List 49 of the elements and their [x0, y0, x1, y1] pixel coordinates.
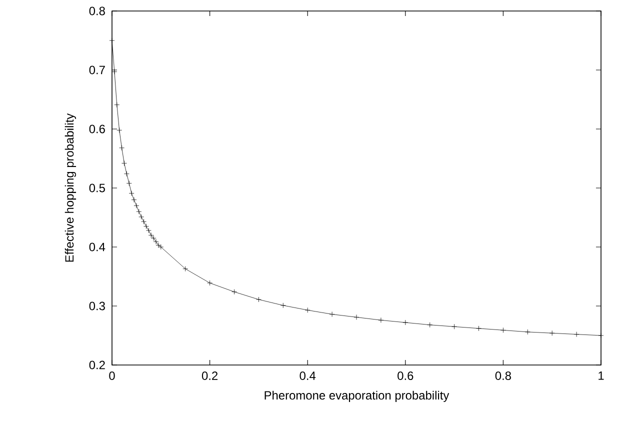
point — [524, 329, 530, 335]
point — [256, 296, 262, 302]
point — [114, 102, 120, 108]
point — [158, 244, 164, 250]
x-tick-label: 0.4 — [300, 372, 316, 380]
point — [122, 160, 127, 166]
point — [280, 302, 286, 308]
point — [207, 280, 212, 286]
point — [378, 317, 384, 323]
point — [124, 171, 130, 177]
point — [134, 203, 140, 208]
point — [131, 197, 137, 202]
y-axis-title: Effective hopping probability — [64, 113, 76, 262]
x-axis-title: Pheromone evaporation probability — [264, 390, 450, 402]
point — [126, 180, 132, 186]
point — [549, 330, 555, 336]
point — [136, 208, 142, 214]
x-tick-label: 0.2 — [202, 372, 218, 380]
point — [427, 322, 433, 328]
point — [232, 289, 237, 295]
point — [119, 145, 124, 151]
point — [182, 266, 188, 272]
point — [476, 326, 482, 332]
y-tick-label: 0.6 — [89, 124, 105, 134]
y-tick-label: 0.8 — [89, 6, 105, 16]
point — [150, 235, 156, 241]
point — [153, 238, 159, 244]
point — [574, 332, 580, 338]
point — [156, 242, 162, 248]
point — [116, 127, 122, 133]
point — [128, 190, 134, 196]
x-tick-label: 0.8 — [495, 372, 511, 380]
y-tick-label: 0.5 — [89, 184, 105, 192]
point — [452, 324, 458, 330]
y-tick-label: 0.3 — [89, 302, 105, 310]
point — [329, 312, 335, 317]
point — [112, 69, 118, 74]
x-tick-label: 1 — [598, 372, 604, 380]
y-tick-label: 0.2 — [89, 360, 105, 370]
x-tick-label: 0.6 — [398, 372, 414, 380]
y-tick-label: 0.7 — [89, 66, 105, 74]
point — [109, 38, 115, 44]
point — [354, 314, 360, 320]
point — [304, 307, 310, 313]
x-tick-label: 0 — [109, 372, 115, 380]
point — [598, 332, 604, 338]
point — [500, 327, 506, 333]
point — [402, 320, 408, 326]
y-tick-label: 0.4 — [89, 242, 106, 252]
